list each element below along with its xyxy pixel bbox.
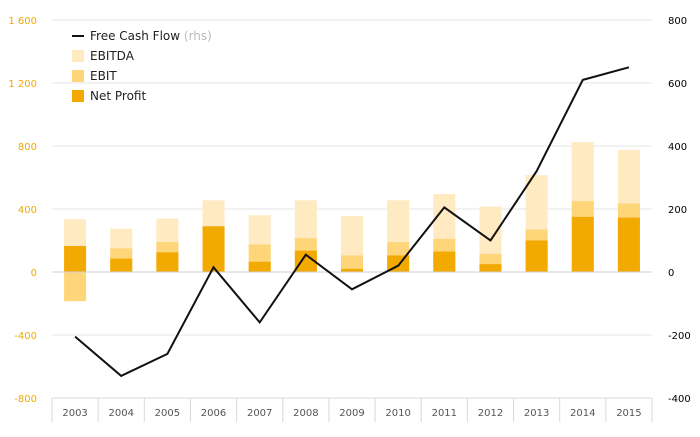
legend-label-text: Free Cash Flow <box>90 29 180 43</box>
bar-net-profit <box>433 252 455 272</box>
x-tick-label: 2013 <box>524 408 549 419</box>
legend-label-text: Net Profit <box>90 89 146 103</box>
x-tick-label: 2012 <box>478 408 503 419</box>
left-y-tick-label: 800 <box>18 142 37 153</box>
right-y-tick-label: 600 <box>668 79 687 90</box>
left-y-tick-label: 0 <box>31 268 37 279</box>
left-y-tick-label: -800 <box>14 394 37 405</box>
left-y-tick-label: -400 <box>14 331 37 342</box>
legend: Free Cash Flow (rhs) EBITDA EBIT Net Profit <box>72 29 212 103</box>
legend-swatch <box>72 70 84 82</box>
legend-label: Net Profit <box>90 89 146 103</box>
bar-net-profit <box>249 262 271 272</box>
right-y-tick-label: -400 <box>668 394 691 405</box>
legend-label: Free Cash Flow (rhs) <box>90 29 212 43</box>
legend-swatch <box>72 90 84 102</box>
right-y-axis: -400 -200 0 200 400 600 800 <box>668 16 691 405</box>
legend-label-text: EBIT <box>90 69 117 83</box>
bar-net-profit <box>572 217 594 272</box>
bars-layer <box>64 142 640 301</box>
bar-net-profit <box>479 264 501 272</box>
x-tick-label: 2008 <box>293 408 318 419</box>
left-y-tick-label: 400 <box>18 205 37 216</box>
bar-net-profit <box>156 252 178 272</box>
bar-net-profit <box>618 218 640 272</box>
x-tick-label: 2015 <box>616 408 641 419</box>
right-y-tick-label: -200 <box>668 331 691 342</box>
x-tick-label: 2006 <box>201 408 226 419</box>
left-y-axis: -800 -400 0 400 800 1 200 1 600 <box>8 16 37 405</box>
bar-net-profit <box>526 241 548 273</box>
x-tick-label: 2003 <box>62 408 87 419</box>
gridlines <box>52 20 652 398</box>
x-tick-label: 2009 <box>339 408 364 419</box>
x-axis: 2003 2004 2005 2006 2007 2008 2009 2010 2011 2012… <box>52 398 652 422</box>
bar-net-profit <box>64 246 86 272</box>
legend-swatch <box>72 50 84 62</box>
legend-label: EBITDA <box>90 49 135 63</box>
bar-ebit <box>64 272 86 301</box>
x-tick-label: 2007 <box>247 408 272 419</box>
x-tick-label: 2004 <box>109 408 134 419</box>
right-y-tick-label: 800 <box>668 16 687 27</box>
x-tick-label: 2005 <box>155 408 180 419</box>
right-y-tick-label: 400 <box>668 142 687 153</box>
left-y-tick-label: 1 200 <box>8 79 37 90</box>
x-tick-label: 2011 <box>432 408 457 419</box>
x-tick-label: 2014 <box>570 408 595 419</box>
legend-label-text: EBITDA <box>90 49 135 63</box>
bar-net-profit <box>110 259 132 272</box>
legend-label-suffix: (rhs) <box>180 29 212 43</box>
right-y-tick-label: 0 <box>668 268 674 279</box>
legend-label: EBIT <box>90 69 117 83</box>
bar-net-profit <box>203 226 225 272</box>
left-y-tick-label: 1 600 <box>8 16 37 27</box>
right-y-tick-label: 200 <box>668 205 687 216</box>
x-tick-label: 2010 <box>385 408 410 419</box>
